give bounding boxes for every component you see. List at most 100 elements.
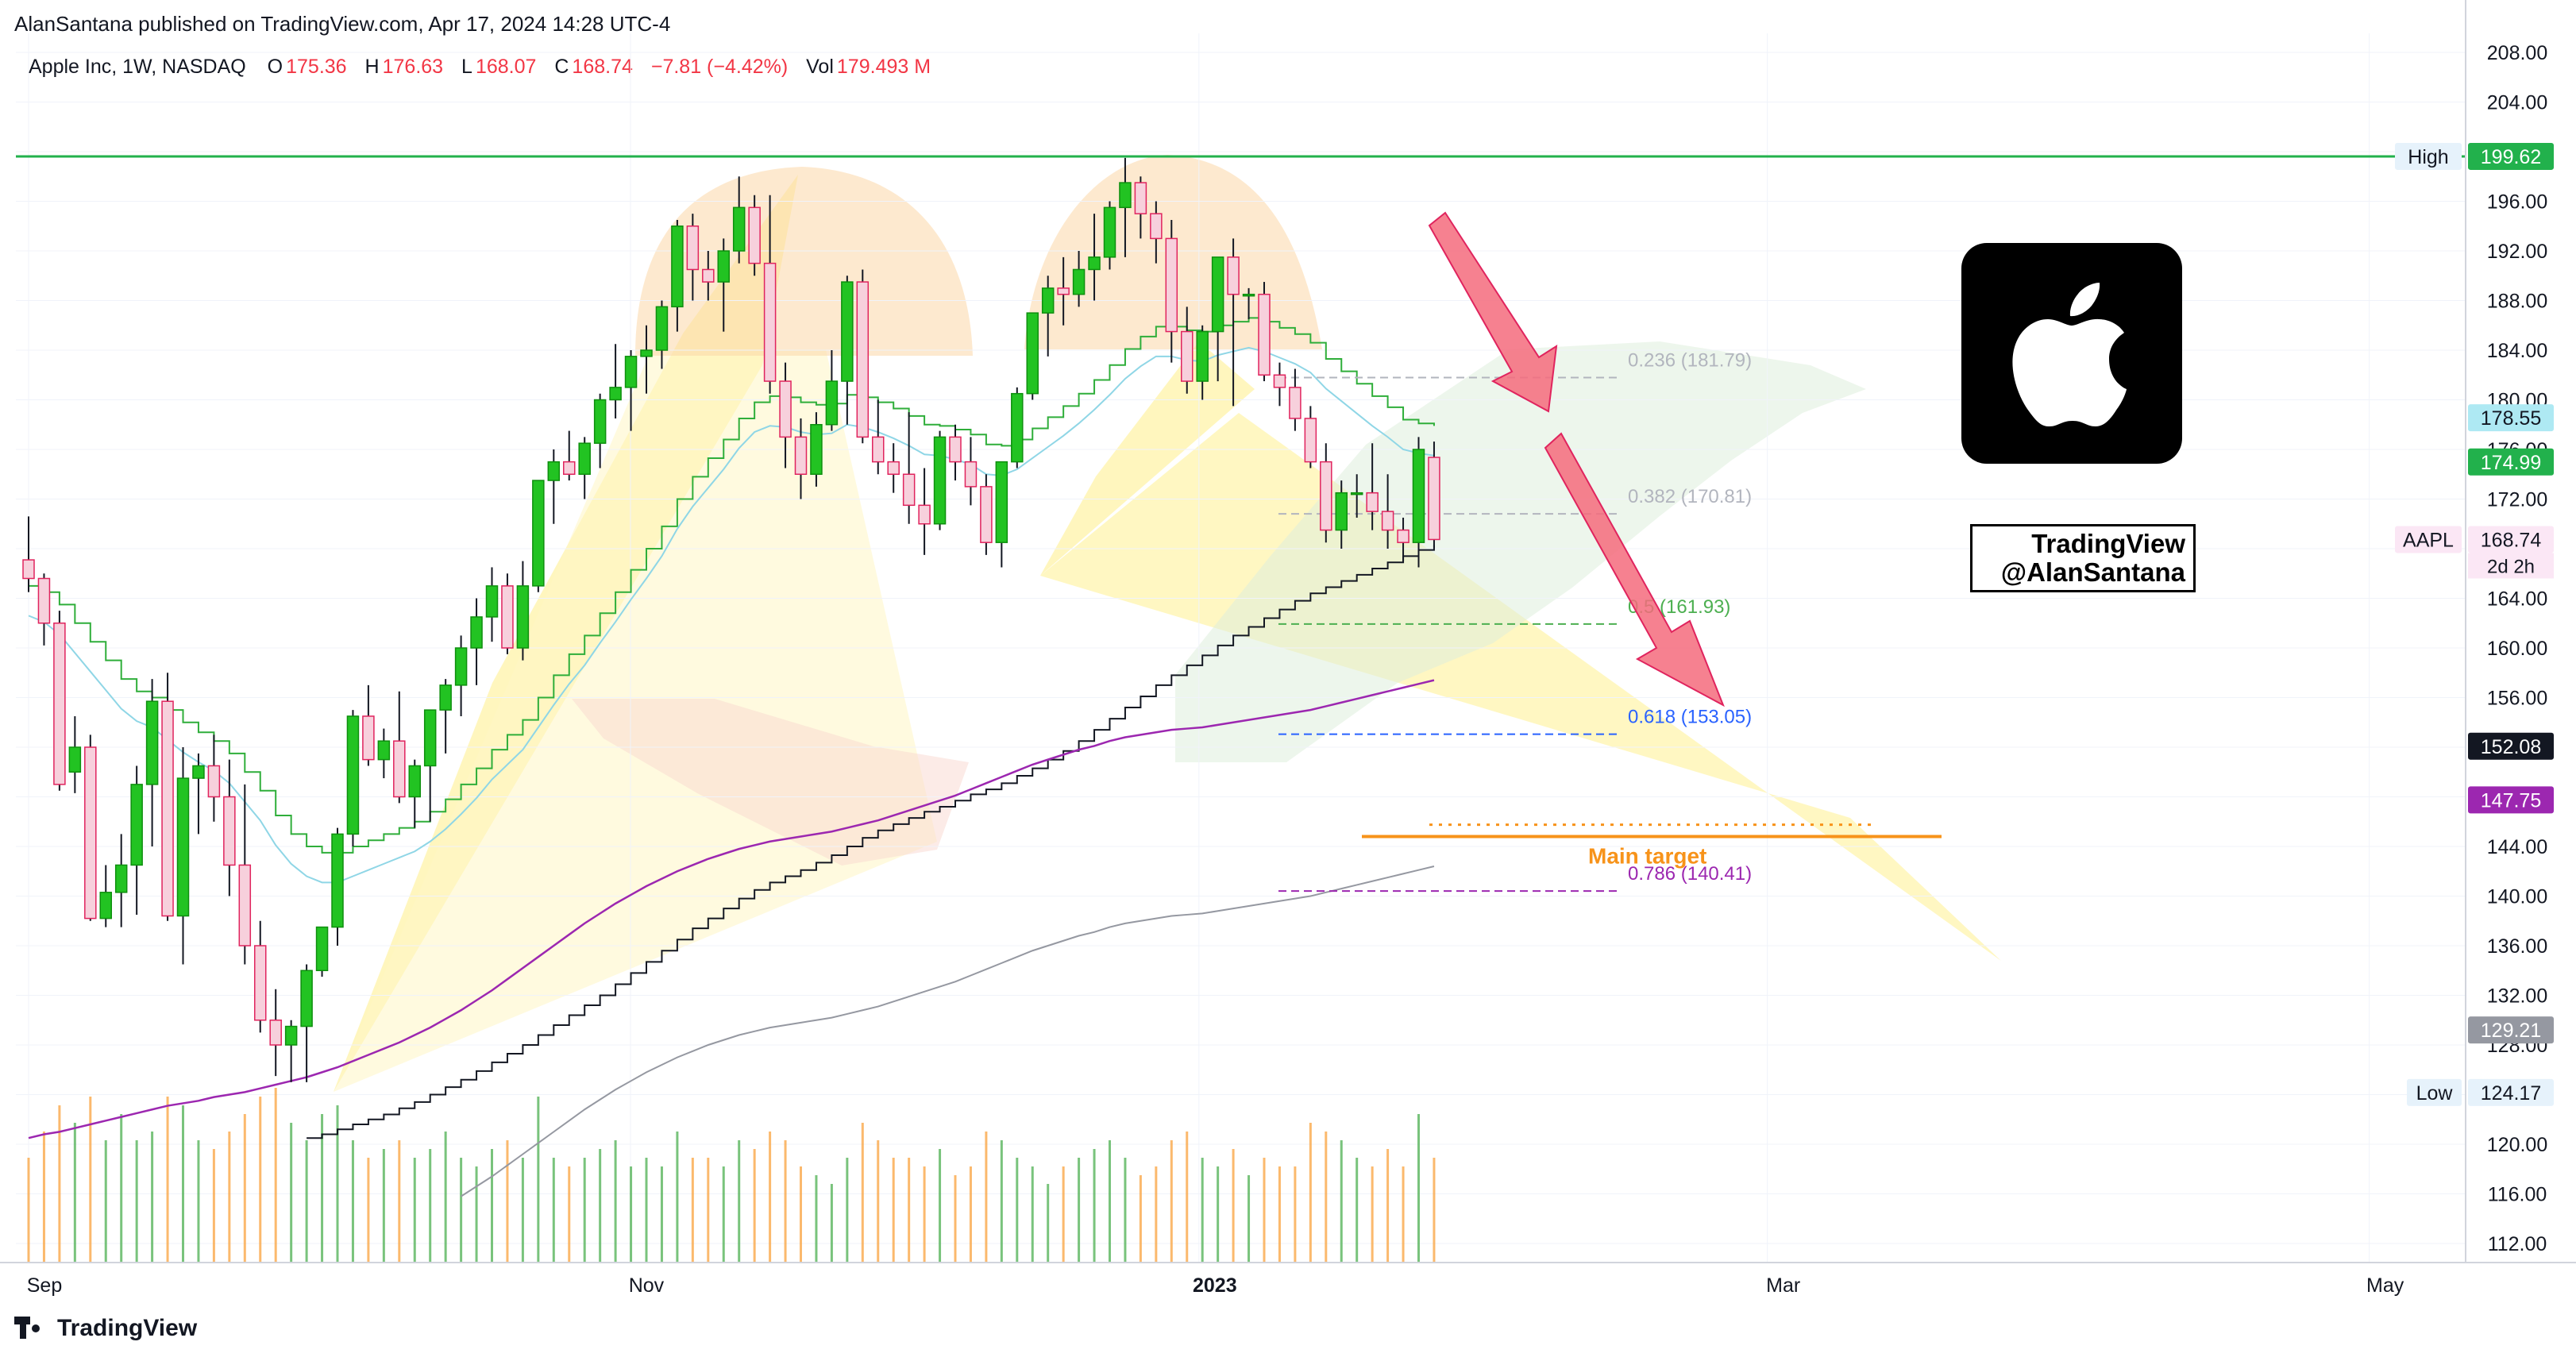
volume-bar <box>1433 1158 1436 1263</box>
price-tag-ma-grey <box>2468 1016 2554 1044</box>
candle-body <box>439 684 452 711</box>
candle-body <box>1150 213 1163 240</box>
volume-bar <box>1402 1166 1405 1263</box>
candle-body <box>1273 374 1286 388</box>
volume-bar <box>259 1097 262 1263</box>
volume-bar <box>738 1140 741 1263</box>
candle-body <box>609 387 622 401</box>
candle-body <box>686 226 700 271</box>
down-arrow-1 <box>1428 211 1558 413</box>
candle-body <box>254 945 267 1021</box>
candle-body <box>408 765 421 798</box>
candle-body <box>331 833 344 928</box>
volume-bar <box>614 1140 617 1263</box>
candle-body <box>902 473 916 507</box>
candle-body <box>856 281 870 438</box>
candle-body <box>516 585 530 649</box>
candle-body <box>53 623 66 785</box>
volume-bar <box>151 1132 154 1263</box>
candle-body <box>362 715 375 761</box>
volume-bar <box>182 1105 184 1263</box>
price-tag-label-bg-low <box>2407 1078 2462 1106</box>
volume-bar <box>1170 1140 1173 1263</box>
price-tick-11: 156.00 <box>2487 688 2547 710</box>
volume-bar <box>521 1158 524 1263</box>
candle-body <box>1211 256 1224 333</box>
volume-bar <box>1294 1166 1297 1263</box>
legend-symbol: Apple Inc, 1W, NASDAQ <box>29 56 246 78</box>
legend-low-label: L <box>461 56 472 78</box>
volume-bar <box>1062 1166 1065 1263</box>
price-tag-value-ma-purple: 147.75 <box>2481 789 2541 812</box>
volume-bar <box>630 1166 633 1263</box>
price-tag-ma-purple <box>2468 786 2554 814</box>
pattern-zones <box>334 155 2001 1092</box>
ichimoku-cloud-red <box>572 699 969 866</box>
candle-body <box>810 424 823 475</box>
volume-bar <box>599 1149 602 1263</box>
price-tag-resistance <box>2468 142 2554 170</box>
volume-bar <box>1386 1149 1390 1263</box>
volume-bar <box>1000 1140 1003 1263</box>
candle-body <box>825 380 839 426</box>
candle-body <box>1289 387 1301 419</box>
candle-body <box>1057 287 1070 295</box>
candle-body <box>84 746 97 920</box>
time-tick-1: Nov <box>629 1274 665 1297</box>
candle-body <box>794 436 808 475</box>
volume-bar <box>351 1140 354 1263</box>
volume-bar <box>506 1140 509 1263</box>
candle-body <box>624 356 638 388</box>
volume-bar <box>1417 1114 1420 1263</box>
footer-brand[interactable]: TradingView <box>14 1309 197 1348</box>
volume-bar <box>1047 1184 1050 1263</box>
candle-body <box>872 436 885 463</box>
price-tag-label-high: High <box>2408 146 2448 168</box>
candle-body <box>563 461 576 475</box>
volume-bar <box>212 1149 215 1263</box>
volume-bar <box>1371 1166 1374 1263</box>
volume-bar <box>583 1158 586 1263</box>
volume-bar <box>1355 1158 1359 1263</box>
candle-body <box>346 715 360 835</box>
volume-bar <box>954 1175 957 1263</box>
candle-body <box>393 740 406 798</box>
price-tick-2: 120.00 <box>2487 1134 2547 1156</box>
fib-label-4: 0.786 (140.41) <box>1628 863 1752 885</box>
volume-bar <box>1155 1166 1158 1263</box>
price-tick-7: 140.00 <box>2487 886 2547 908</box>
candle-body <box>1258 293 1271 376</box>
price-tag-ema-last <box>2468 448 2554 476</box>
price-tag-sma-mid <box>2468 732 2554 760</box>
candle-body <box>114 864 128 893</box>
candle-body <box>1227 256 1240 295</box>
sma-stair-line <box>307 545 1435 1139</box>
candle-body <box>1165 237 1178 333</box>
price-tick-0: 112.00 <box>2488 1233 2547 1255</box>
price-tag-value-sma-mid: 152.08 <box>2481 736 2541 758</box>
volume-bar <box>382 1149 385 1263</box>
volume-bar <box>1325 1132 1328 1263</box>
candle-body <box>995 461 1008 543</box>
price-tick-21: 196.00 <box>2487 191 2547 214</box>
volume-bar <box>135 1140 138 1263</box>
volume-bar <box>660 1166 663 1263</box>
volume-bar <box>321 1114 324 1263</box>
candle-body <box>593 399 607 444</box>
candle-body <box>1119 182 1132 209</box>
legend-open: 175.36 <box>286 56 347 78</box>
volume-bar <box>274 1088 277 1263</box>
price-tag-label-bg-high <box>2395 142 2462 170</box>
volume-bar <box>1031 1166 1034 1263</box>
legend-volume: 179.493 M <box>836 56 931 78</box>
candle-body <box>717 250 730 283</box>
volume-bar <box>1016 1158 1019 1263</box>
legend-high: 176.63 <box>382 56 444 78</box>
candle-body <box>949 436 962 463</box>
volume-bar <box>753 1149 756 1263</box>
candle-body <box>207 765 221 798</box>
price-tag-value-ema-last: 174.99 <box>2481 452 2541 474</box>
candle-body <box>161 700 174 917</box>
